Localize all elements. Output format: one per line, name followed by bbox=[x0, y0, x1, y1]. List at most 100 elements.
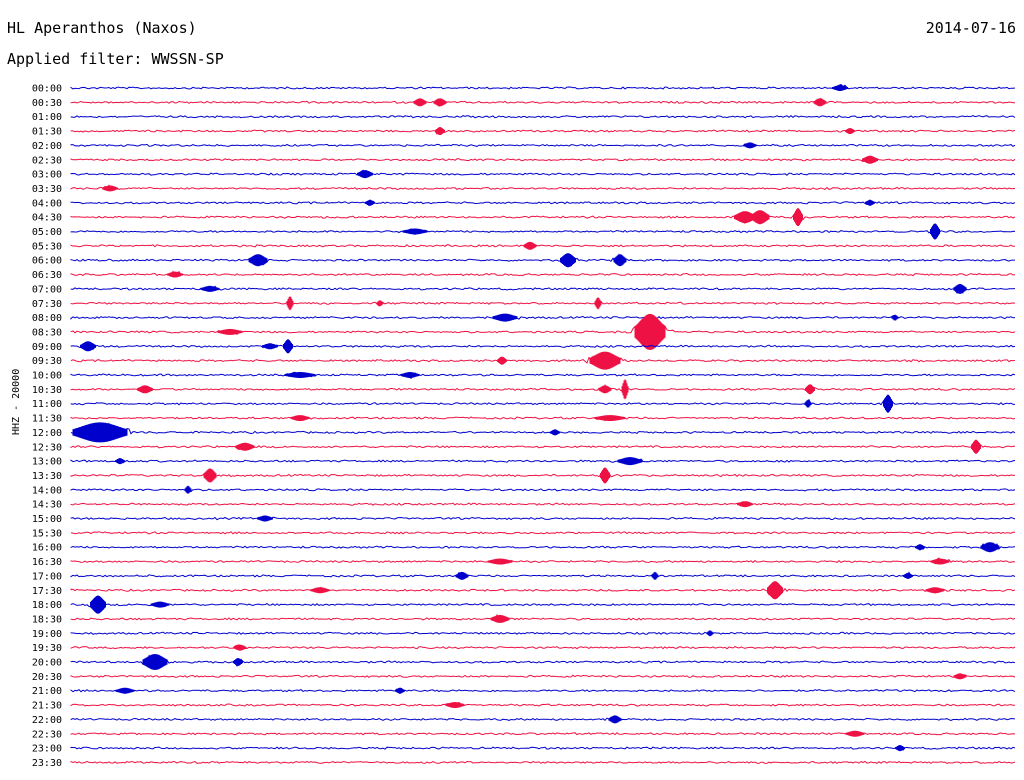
time-tick-label: 18:30 bbox=[32, 614, 62, 625]
event-burst bbox=[137, 385, 153, 394]
event-burst bbox=[402, 228, 428, 235]
trace-line-1730 bbox=[70, 585, 1016, 596]
event-burst bbox=[115, 687, 135, 694]
time-tick-label: 12:30 bbox=[32, 442, 62, 453]
trace-line-0700 bbox=[70, 285, 1016, 294]
event-burst bbox=[523, 241, 537, 250]
event-burst bbox=[613, 254, 627, 267]
event-burst bbox=[310, 587, 330, 594]
time-tick-label: 14:00 bbox=[32, 485, 62, 496]
time-tick-label: 19:00 bbox=[32, 629, 62, 640]
trace-line-2130 bbox=[70, 701, 1015, 708]
time-tick-label: 04:00 bbox=[32, 198, 62, 209]
event-burst bbox=[80, 341, 96, 352]
time-tick-label: 07:00 bbox=[32, 284, 62, 295]
trace-line-0130 bbox=[70, 128, 1016, 136]
event-burst bbox=[257, 515, 273, 522]
trace-line-0000 bbox=[70, 83, 1016, 91]
time-tick-label: 23:30 bbox=[32, 758, 62, 769]
event-burst bbox=[845, 730, 865, 737]
time-tick-label: 16:00 bbox=[32, 543, 62, 554]
trace-line-1700 bbox=[70, 571, 1016, 578]
event-burst bbox=[793, 208, 803, 226]
trace-line-2100 bbox=[70, 687, 1016, 694]
trace-line-0030 bbox=[70, 97, 1015, 107]
event-burst bbox=[903, 572, 913, 579]
event-burst bbox=[750, 210, 770, 225]
time-tick-label: 00:30 bbox=[32, 98, 62, 109]
trace-line-2230 bbox=[70, 732, 1016, 736]
event-burst bbox=[433, 98, 447, 107]
event-burst bbox=[248, 254, 268, 267]
trace-line-0800 bbox=[70, 314, 1016, 320]
time-tick-label: 15:00 bbox=[32, 514, 62, 525]
trace-line-0100 bbox=[70, 114, 1016, 119]
event-burst bbox=[865, 199, 875, 206]
event-burst bbox=[737, 501, 753, 508]
time-tick-label: 13:30 bbox=[32, 471, 62, 482]
event-burst bbox=[706, 630, 714, 637]
time-tick-label: 21:00 bbox=[32, 686, 62, 697]
trace-line-0900 bbox=[70, 344, 1016, 351]
event-burst bbox=[560, 253, 576, 268]
trace-line-1230 bbox=[70, 442, 1015, 451]
event-burst bbox=[925, 587, 945, 594]
event-burst bbox=[608, 715, 622, 724]
event-burst bbox=[284, 372, 316, 378]
event-burst bbox=[845, 128, 855, 134]
event-burst bbox=[767, 581, 783, 600]
trace-line-0500 bbox=[70, 226, 1016, 236]
time-tick-label: 09:30 bbox=[32, 356, 62, 367]
event-burst bbox=[832, 85, 848, 91]
time-tick-label: 17:00 bbox=[32, 571, 62, 582]
event-burst bbox=[651, 571, 659, 580]
event-burst bbox=[376, 300, 384, 307]
event-burst bbox=[980, 542, 1000, 553]
event-burst bbox=[90, 595, 106, 614]
time-tick-label: 10:30 bbox=[32, 385, 62, 396]
event-burst bbox=[813, 98, 827, 107]
time-tick-label: 23:00 bbox=[32, 744, 62, 755]
time-tick-label: 20:00 bbox=[32, 658, 62, 669]
event-burst bbox=[435, 127, 445, 135]
event-burst bbox=[805, 384, 815, 395]
time-tick-label: 17:30 bbox=[32, 586, 62, 597]
event-burst bbox=[743, 142, 757, 149]
date-label: 2014-07-16 bbox=[925, 19, 1016, 37]
station-title: HL Aperanthos (Naxos) bbox=[7, 19, 197, 37]
time-tick-label: 20:30 bbox=[32, 672, 62, 683]
trace-line-0730 bbox=[70, 300, 1016, 308]
trace-line-0830 bbox=[70, 318, 1016, 339]
event-burst bbox=[233, 658, 243, 666]
event-burst bbox=[634, 313, 666, 350]
filter-label: Applied filter: WWSSN-SP bbox=[7, 50, 224, 68]
event-burst bbox=[930, 558, 950, 565]
time-tick-label: 05:00 bbox=[32, 227, 62, 238]
trace-line-2030 bbox=[70, 673, 1016, 679]
event-burst bbox=[804, 399, 812, 408]
time-tick-label: 11:00 bbox=[32, 399, 62, 410]
trace-line-1530 bbox=[70, 531, 1016, 535]
trace-line-2330 bbox=[70, 760, 1016, 765]
trace-line-0300 bbox=[70, 169, 1016, 176]
event-burst bbox=[290, 415, 310, 422]
time-tick-label: 11:30 bbox=[32, 414, 62, 425]
event-burst bbox=[953, 283, 967, 294]
time-tick-label: 02:00 bbox=[32, 141, 62, 152]
trace-line-1330 bbox=[70, 469, 1016, 480]
event-burst bbox=[971, 439, 981, 454]
time-tick-label: 14:30 bbox=[32, 500, 62, 511]
time-tick-label: 09:00 bbox=[32, 342, 62, 353]
trace-line-1400 bbox=[70, 488, 1016, 493]
event-burst bbox=[953, 673, 967, 680]
event-burst bbox=[283, 339, 293, 354]
event-burst bbox=[455, 571, 469, 580]
trace-line-1830 bbox=[70, 613, 1016, 623]
time-tick-label: 13:00 bbox=[32, 457, 62, 468]
trace-line-2300 bbox=[70, 744, 1016, 751]
trace-line-1030 bbox=[70, 383, 1016, 394]
time-tick-label: 03:30 bbox=[32, 184, 62, 195]
trace-line-0330 bbox=[70, 184, 1015, 191]
time-tick-label: 02:30 bbox=[32, 155, 62, 166]
